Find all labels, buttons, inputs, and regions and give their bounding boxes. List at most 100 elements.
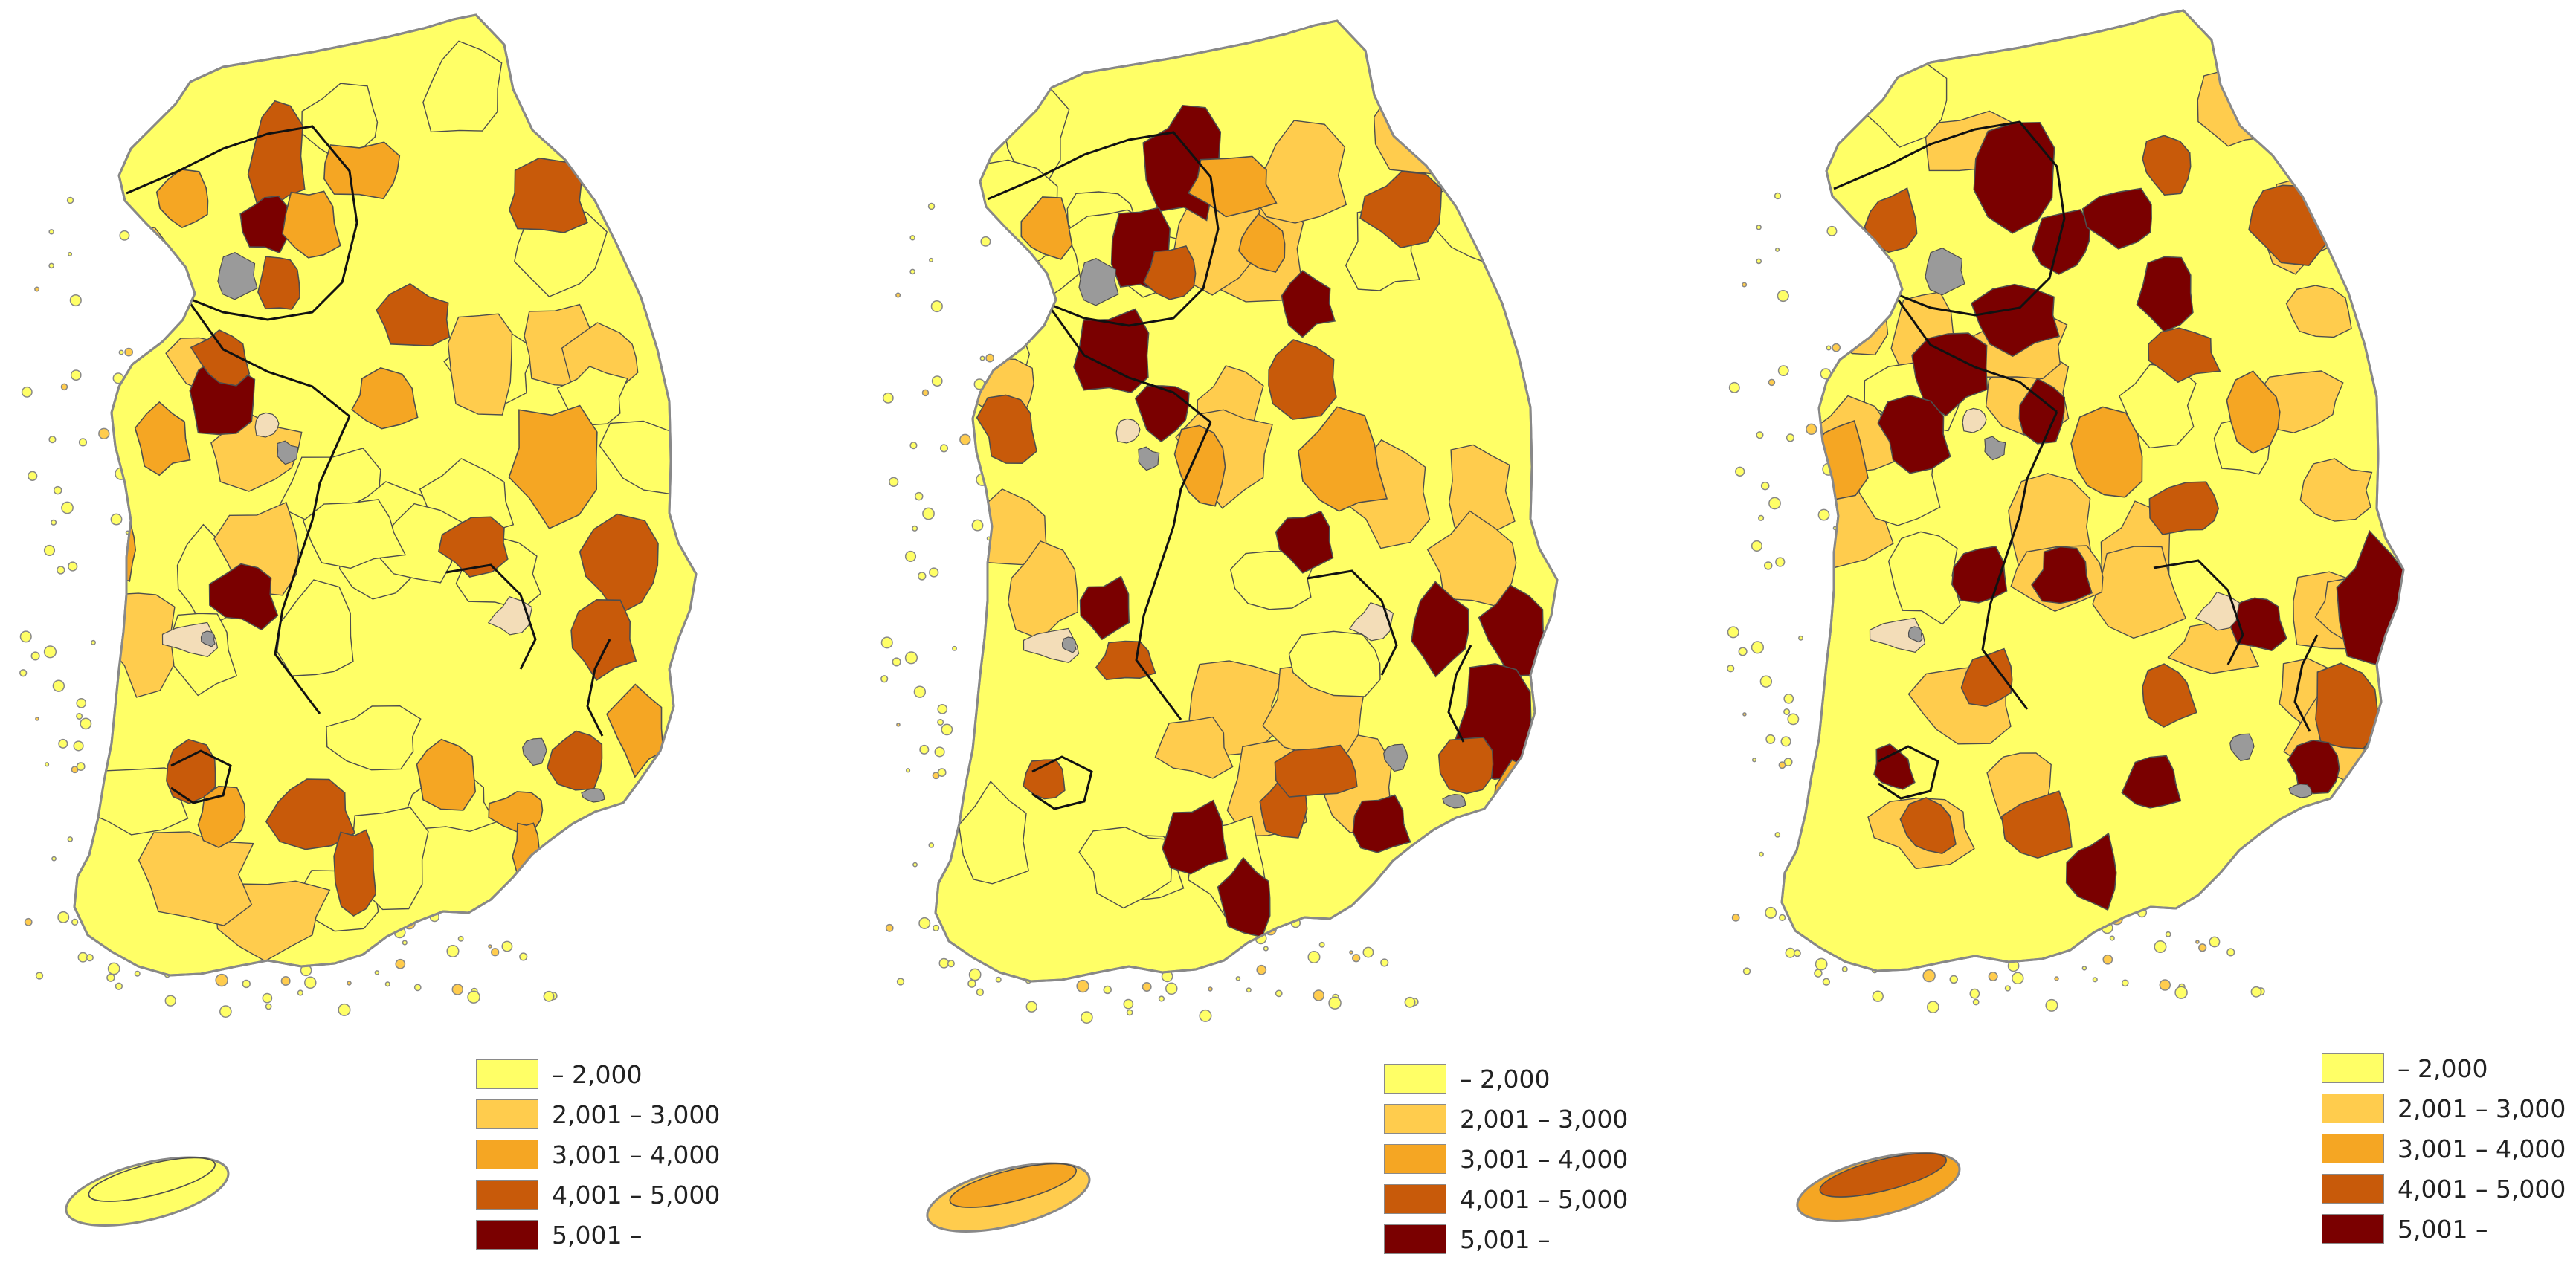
province-boundary bbox=[1892, 292, 2058, 413]
island-shape bbox=[1817, 508, 1830, 521]
island-shape bbox=[1751, 641, 1765, 654]
district-region bbox=[208, 563, 279, 631]
island-shape bbox=[262, 992, 273, 1004]
legend-item: 2,001 – 3,000 bbox=[476, 1094, 788, 1134]
island-shape bbox=[48, 436, 57, 444]
island-shape bbox=[30, 651, 40, 661]
legend-item: 5,001 – bbox=[476, 1215, 788, 1255]
island-shape bbox=[78, 438, 88, 447]
island-shape bbox=[1972, 998, 1980, 1006]
district-region bbox=[1951, 546, 2008, 604]
district-region bbox=[155, 169, 209, 229]
island-shape bbox=[2004, 985, 2011, 992]
district-region bbox=[1173, 424, 1226, 507]
district-region bbox=[303, 499, 407, 569]
island-shape bbox=[2209, 936, 2221, 948]
legend-swatch bbox=[476, 1220, 538, 1250]
district-region bbox=[2239, 830, 2340, 912]
district-region bbox=[1373, 88, 1481, 178]
island-shape bbox=[1142, 982, 1152, 992]
island-shape bbox=[1832, 343, 1841, 352]
island-shape bbox=[1158, 995, 1165, 1002]
island-shape bbox=[1208, 986, 1213, 992]
district-region bbox=[416, 738, 477, 811]
legend-1: – 2,000 2,001 – 3,000 3,001 – 4,000 4,00… bbox=[476, 1054, 788, 1255]
legend-item: – 2,000 bbox=[2322, 1048, 2576, 1088]
island-shape bbox=[1126, 1009, 1133, 1016]
island-shape bbox=[1756, 258, 1762, 265]
island-shape bbox=[928, 842, 935, 848]
island-shape bbox=[1814, 969, 1823, 978]
island-shape bbox=[904, 550, 917, 562]
legend-label: 5,001 – bbox=[552, 1220, 643, 1250]
island-shape bbox=[1826, 345, 1832, 351]
choropleth-map-2 bbox=[880, 19, 1559, 1233]
island-shape bbox=[215, 973, 228, 987]
district-region bbox=[2299, 458, 2373, 522]
island-shape bbox=[467, 990, 480, 1004]
urban-area bbox=[522, 737, 547, 766]
jeju-island bbox=[65, 1156, 230, 1227]
island-shape bbox=[395, 958, 406, 969]
island-shape bbox=[338, 1003, 351, 1016]
island-shape bbox=[937, 718, 944, 726]
district-region bbox=[1973, 121, 2055, 234]
island-shape bbox=[2250, 986, 2262, 998]
district-region bbox=[326, 705, 422, 771]
island-shape bbox=[2198, 943, 2207, 952]
district-region bbox=[351, 367, 419, 430]
island-shape bbox=[488, 944, 492, 949]
island-shape bbox=[1246, 987, 1252, 993]
island-shape bbox=[98, 427, 110, 440]
island-shape bbox=[1922, 969, 1936, 983]
legend-swatch bbox=[1384, 1184, 1446, 1214]
island-shape bbox=[402, 940, 408, 946]
district-region bbox=[958, 781, 1029, 885]
island-shape bbox=[909, 235, 915, 241]
island-shape bbox=[1727, 665, 1735, 673]
district-region bbox=[239, 195, 289, 254]
legend-2: – 2,000 2,001 – 3,000 3,001 – 4,000 4,00… bbox=[1384, 1059, 1696, 1259]
urban-area bbox=[1869, 617, 1926, 653]
district-region bbox=[2136, 256, 2194, 332]
district-region bbox=[2031, 546, 2093, 604]
district-region bbox=[447, 313, 513, 416]
district-region bbox=[508, 404, 598, 529]
island-shape bbox=[2226, 948, 2235, 957]
district-region bbox=[1411, 581, 1469, 678]
island-shape bbox=[2121, 979, 2129, 987]
island-shape bbox=[892, 657, 901, 667]
island-shape bbox=[2102, 954, 2113, 965]
urban-area bbox=[2288, 783, 2313, 798]
island-shape bbox=[501, 940, 513, 952]
district-region bbox=[2000, 790, 2073, 859]
district-region bbox=[1023, 759, 1066, 800]
legend-swatch bbox=[2322, 1214, 2384, 1244]
urban-area bbox=[1984, 436, 2006, 461]
island-shape bbox=[51, 856, 57, 862]
district-region bbox=[1162, 799, 1229, 875]
district-region bbox=[1154, 716, 1234, 779]
island-shape bbox=[967, 979, 976, 988]
coastline bbox=[1780, 9, 2405, 972]
district-region bbox=[1268, 339, 1337, 420]
island-shape bbox=[1806, 423, 1817, 436]
island-shape bbox=[44, 762, 50, 767]
island-shape bbox=[930, 300, 943, 313]
island-shape bbox=[1256, 964, 1267, 975]
island-shape bbox=[1787, 713, 1800, 726]
map-panel-2: – 2,000 2,001 – 3,000 3,001 – 4,000 4,00… bbox=[859, 0, 1717, 1266]
urban-area bbox=[1907, 626, 1923, 643]
island-shape bbox=[34, 286, 40, 292]
island-shape bbox=[1025, 1001, 1037, 1013]
island-shape bbox=[1775, 247, 1780, 252]
province-boundary bbox=[1135, 422, 1212, 720]
island-shape bbox=[28, 471, 38, 481]
island-shape bbox=[73, 740, 84, 752]
legend-item: 2,001 – 3,000 bbox=[1384, 1099, 1696, 1139]
island-shape bbox=[1765, 906, 1777, 919]
district-region bbox=[281, 190, 341, 259]
district-region bbox=[2018, 378, 2066, 445]
district-region bbox=[2148, 481, 2220, 535]
island-shape bbox=[1783, 758, 1793, 767]
